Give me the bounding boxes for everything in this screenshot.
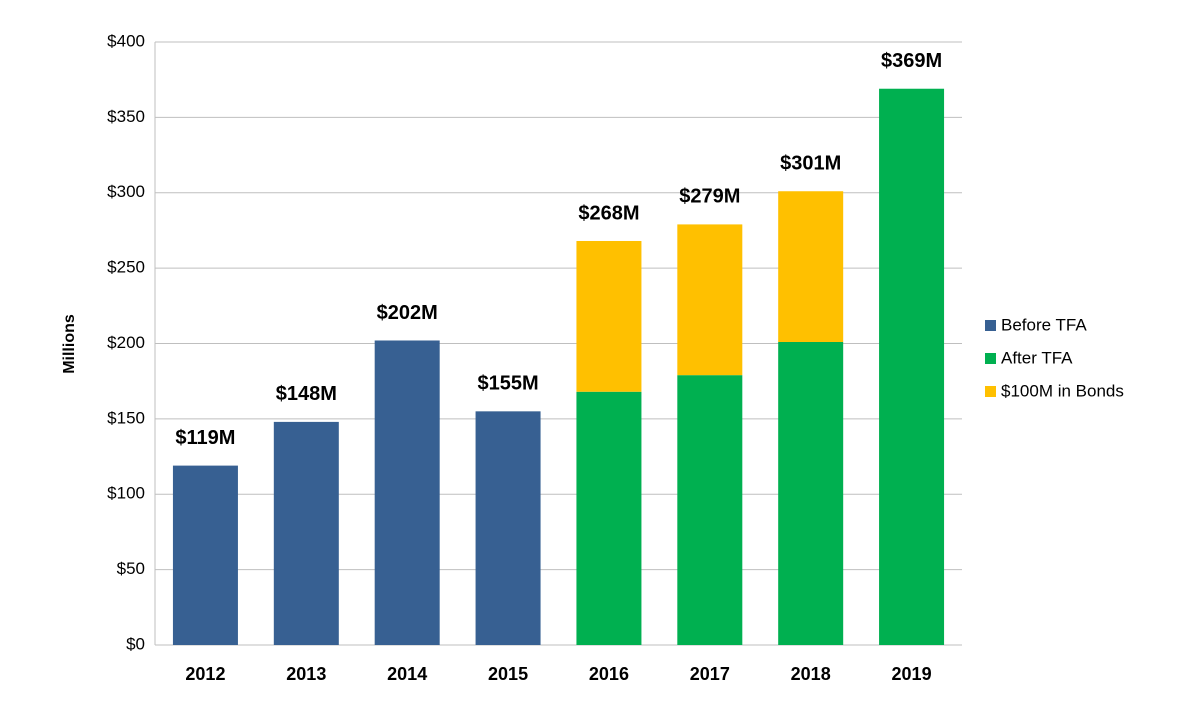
legend-label: Before TFA (1001, 315, 1087, 334)
bar-segment (879, 88, 945, 646)
bar-segment (778, 191, 844, 342)
x-tick-label: 2016 (589, 664, 629, 684)
bar-segment (475, 411, 541, 645)
y-tick-label: $50 (117, 559, 145, 578)
y-axis-label: Millions (61, 314, 78, 374)
legend-swatch (985, 320, 996, 331)
x-tick-label: 2015 (488, 664, 528, 684)
x-tick-label: 2013 (286, 664, 326, 684)
bar-segment (576, 240, 642, 392)
x-tick-label: 2019 (892, 664, 932, 684)
legend-label: $100M in Bonds (1001, 381, 1124, 400)
x-tick-label: 2012 (185, 664, 225, 684)
y-tick-label: $250 (107, 258, 145, 277)
legend-swatch (985, 353, 996, 364)
y-tick-label: $0 (126, 634, 145, 653)
total-label: $301M (780, 153, 841, 175)
total-label: $268M (578, 202, 639, 224)
y-tick-label: $150 (107, 408, 145, 427)
bar-segment (677, 375, 743, 645)
y-tick-label: $100 (107, 484, 145, 503)
x-tick-label: 2014 (387, 664, 427, 684)
bar-segment (677, 224, 743, 376)
x-tick-label: 2017 (690, 664, 730, 684)
y-tick-label: $400 (107, 31, 145, 50)
bar-segment (273, 421, 339, 645)
y-tick-label: $300 (107, 182, 145, 201)
total-label: $279M (679, 186, 740, 208)
bar-segment (576, 391, 642, 645)
y-tick-label: $350 (107, 107, 145, 126)
legend-label: After TFA (1001, 348, 1073, 367)
legend-swatch (985, 386, 996, 397)
bar-segment (374, 340, 440, 645)
total-label: $155M (477, 373, 538, 395)
total-label: $119M (175, 427, 235, 449)
total-label: $369M (881, 50, 942, 72)
bar-segment (778, 341, 844, 645)
bar-segment (172, 465, 238, 645)
total-label: $202M (377, 302, 438, 324)
y-tick-label: $200 (107, 333, 145, 352)
total-label: $148M (276, 383, 337, 405)
x-tick-label: 2018 (791, 664, 831, 684)
